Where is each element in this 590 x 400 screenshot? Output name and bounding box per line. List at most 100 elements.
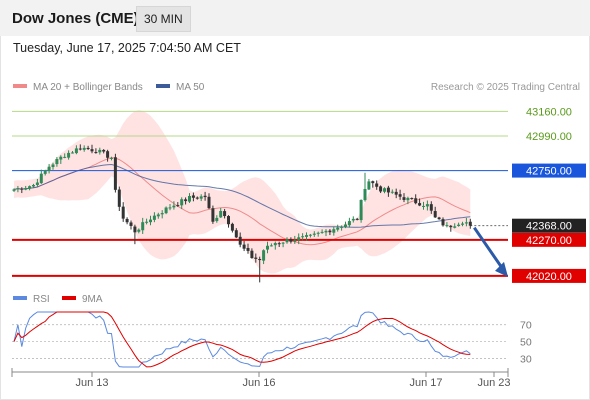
interval-button[interactable]: 30 MIN [136, 6, 191, 32]
candle-body [86, 147, 90, 150]
candle-body [12, 189, 16, 191]
candle-body [464, 222, 468, 224]
candle-body [137, 229, 141, 232]
candle-body [164, 207, 168, 214]
candle-body [410, 198, 414, 200]
candle-body [445, 225, 449, 227]
ma50-line [13, 163, 471, 228]
candle-body [324, 230, 328, 233]
candle-body [273, 243, 277, 246]
candle-body [141, 222, 145, 231]
level-label-bg-3 [512, 232, 586, 247]
candle-body [266, 245, 269, 250]
candle-body [297, 237, 301, 240]
candle-body [437, 217, 441, 220]
candle-body [180, 199, 184, 206]
last-price-label: 42368.00 [526, 221, 572, 233]
candle-body [394, 191, 398, 195]
level-label-bg-2 [512, 163, 586, 178]
candle-body [246, 247, 250, 251]
candle-body [308, 234, 312, 236]
candle-body [219, 210, 223, 218]
candle-body [347, 221, 351, 226]
level-label-support-4: 42020.00 [526, 271, 572, 283]
copyright-text: Research © 2025 Trading Central [431, 82, 580, 93]
candle-body [160, 213, 164, 215]
candle-body [418, 203, 422, 206]
candle-body [383, 188, 386, 192]
candle-body [316, 232, 320, 234]
candle-body [433, 211, 437, 218]
ma20-legend-label: MA 20 + Bollinger Bands [33, 82, 143, 93]
level-label-support-3: 42270.00 [526, 235, 572, 247]
candle-body [425, 204, 429, 207]
candle-body [402, 197, 406, 200]
candle-body [386, 187, 390, 193]
candle-body [24, 188, 28, 190]
ma50-legend-label: MA 50 [176, 82, 205, 93]
candle-body [277, 243, 281, 245]
candle-body [359, 199, 363, 221]
candle-body [242, 244, 246, 249]
candle-body [379, 186, 383, 192]
candle-body [191, 195, 195, 198]
candle-body [285, 239, 289, 243]
candle-body [312, 233, 316, 235]
candle-body [238, 236, 242, 245]
candle-body [449, 225, 453, 228]
level-label-bg-4 [512, 268, 586, 283]
candle-body [113, 157, 117, 190]
candle-body [211, 208, 215, 222]
candle-body [406, 197, 410, 201]
ma9-legend-swatch [62, 296, 76, 300]
bollinger-bands-area [14, 110, 471, 274]
ma9-legend-label: 9MA [82, 294, 103, 305]
level-label-resistance-0: 43160.00 [526, 106, 572, 118]
time-tick-label: Jun 23 [477, 377, 510, 389]
candle-body [28, 186, 32, 189]
candle-body [203, 195, 207, 198]
candle-body [367, 181, 371, 190]
candle-body [74, 148, 78, 154]
candle-body [20, 188, 24, 190]
candle-body [289, 239, 293, 242]
candle-body [156, 214, 160, 217]
candle-body [152, 215, 156, 220]
candle-body [215, 217, 219, 222]
candle-body [250, 250, 254, 259]
ma20-legend-swatch [13, 84, 27, 88]
candle-body [254, 257, 258, 259]
candle-body [125, 218, 129, 223]
candle-body [301, 236, 305, 238]
forecast-arrow-head [495, 261, 508, 277]
candle-body [63, 156, 67, 158]
candle-body [39, 173, 43, 184]
rsi-tick-label: 70 [520, 320, 532, 332]
ma50-legend-swatch [156, 84, 170, 88]
time-tick-label: Jun 16 [242, 377, 275, 389]
candle-body [133, 226, 137, 233]
candle-body [390, 191, 394, 193]
candle-body [344, 224, 347, 228]
candle-body [457, 224, 461, 227]
candle-body [32, 184, 35, 187]
candle-body [269, 245, 273, 247]
candle-body [453, 226, 457, 228]
candle-body [371, 181, 375, 184]
candle-body [414, 198, 418, 204]
candle-body [468, 221, 472, 226]
rsi-tick-label: 50 [520, 337, 532, 349]
candle-body [422, 205, 425, 207]
last-price-bg [512, 218, 586, 233]
candle-body [78, 148, 82, 150]
candle-body [16, 188, 20, 190]
candle-body [227, 216, 230, 225]
candle-body [145, 221, 149, 223]
time-tick-label: Jun 13 [75, 377, 108, 389]
candle-body [35, 182, 39, 185]
candle-body [351, 218, 355, 221]
candle-body [234, 230, 238, 238]
rsi-ma9-line [13, 311, 471, 368]
level-label-resistance-1: 42990.00 [526, 131, 572, 143]
